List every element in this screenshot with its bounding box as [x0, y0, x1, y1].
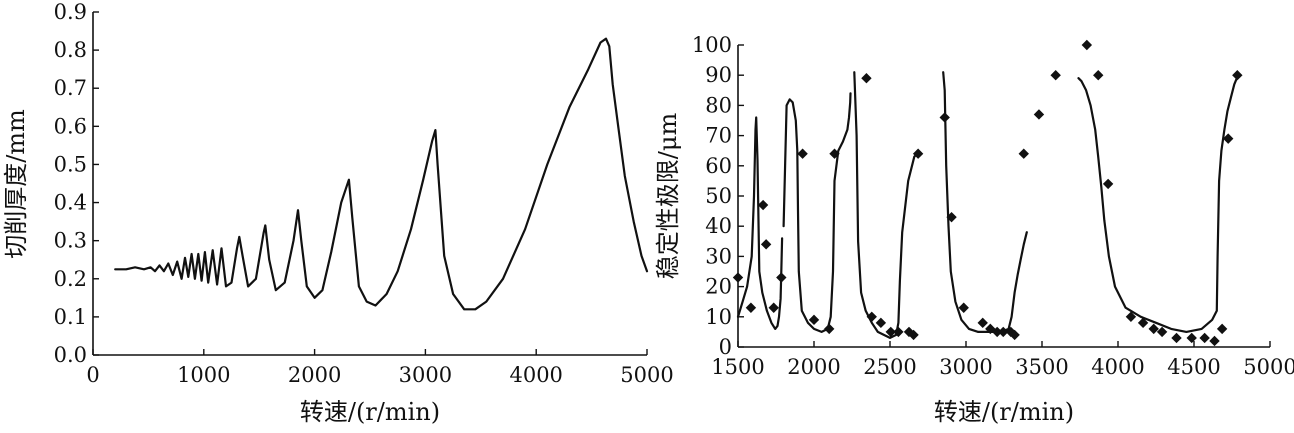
- chart1-y-tick-label: 0.7: [54, 76, 87, 100]
- chart2-y-tick-label: 100: [692, 33, 732, 57]
- chart2-y-tick-label: 0: [719, 335, 732, 359]
- chart2-x-tick-label: 3000: [939, 355, 992, 379]
- chart2-data-point: [893, 326, 904, 338]
- chart2-data-point: [1156, 326, 1168, 338]
- chart2-x-tick-label: 4500: [1167, 355, 1220, 379]
- chart2-y-tick-label: 40: [705, 214, 732, 238]
- chart2-data-point: [998, 326, 1009, 338]
- chart2-series-line-2: [782, 92, 852, 333]
- chart2-data-point: [824, 323, 835, 335]
- chart2-data-point: [991, 326, 1003, 338]
- chart2-data-point: [1033, 109, 1045, 120]
- chart2-data-point: [1009, 329, 1020, 341]
- chart1-x-tick-label: 3000: [399, 363, 452, 387]
- chart1-y-tick-label: 0.6: [54, 114, 87, 138]
- chart2-data-point: [1199, 332, 1210, 344]
- chart2-data-point: [1186, 332, 1197, 344]
- chart2-y-tick-label: 80: [705, 93, 732, 117]
- chart2-data-point: [885, 326, 896, 338]
- chart2-data-point: [808, 314, 820, 326]
- chart2-data-point: [946, 211, 957, 223]
- chart1-y-tick-label: 0.0: [54, 343, 87, 367]
- chart2-data-point: [875, 317, 887, 329]
- chart2-data-point: [1171, 332, 1182, 344]
- chart2-x-axis-label: 转速/(r/min): [934, 398, 1074, 426]
- chart2-data-point: [866, 311, 877, 322]
- chart2-data-point: [1081, 39, 1093, 51]
- chart2-data-point: [797, 148, 808, 159]
- chart2-y-tick-label: 50: [705, 184, 732, 208]
- chart1-y-tick-label: 0.8: [54, 38, 87, 62]
- chart1-y-tick-label: 0.9: [54, 0, 87, 24]
- chart2-data-point: [760, 239, 772, 250]
- chart2-x-tick-label: 3500: [1015, 355, 1068, 379]
- chart1-x-tick-label: 1000: [177, 363, 230, 387]
- chart2-x-tick-label: 1500: [711, 355, 764, 379]
- chart2-series-line-3: [853, 71, 919, 339]
- chart2-y-axis-label: 稳定性极限/μm: [654, 113, 682, 280]
- chart2-data-point: [1148, 323, 1159, 335]
- chart2-data-point: [861, 73, 872, 84]
- chart2-data-point: [768, 302, 779, 313]
- chart-left-thickness: 0.0 0.1 0.2 0.3 0.4 0.5 0.6 0.7 0.8 0.9 0 1000 2000 3…: [2, 0, 674, 426]
- chart2-x-tick-label: 2000: [787, 355, 840, 379]
- chart2-series-line-5: [1077, 74, 1240, 333]
- chart2-data-point: [1093, 70, 1104, 81]
- chart1-y-tick-label: 0.1: [54, 305, 87, 329]
- chart1-x-axis-label: 转速/(r/min): [300, 398, 440, 426]
- chart2-data-point: [745, 302, 757, 313]
- chart2-y-tick-label: 20: [705, 275, 732, 299]
- chart-right-stability: 0 10 20 30 40 50 60 70 80 90 100 1500 2000 2500 3000 35…: [654, 33, 1294, 426]
- chart2-y-tick-label: 90: [705, 63, 732, 87]
- chart1-y-axis-label: 切削厚度/mm: [2, 109, 30, 259]
- chart2-data-point: [732, 272, 744, 283]
- chart2-y-tick-label: 30: [705, 244, 732, 268]
- chart2-data-point: [776, 272, 787, 283]
- chart2-y-tick-label: 10: [705, 305, 732, 329]
- chart1-series-line-1: [114, 37, 649, 311]
- chart1-y-tick-label: 0.3: [54, 229, 87, 253]
- chart2-y-tick-label: 70: [705, 124, 732, 148]
- chart1-x-tick-label: 5000: [620, 363, 673, 387]
- chart2-data-point: [985, 323, 996, 335]
- chart2-data-point: [1209, 335, 1220, 347]
- chart2-y-tick-label: 60: [705, 154, 732, 178]
- chart2-data-point: [1216, 323, 1228, 335]
- chart2-data-point: [757, 199, 769, 211]
- chart2-data-point: [1102, 178, 1114, 190]
- chart2-data-point: [908, 329, 919, 341]
- chart2-data-point: [939, 112, 950, 123]
- chart2-x-tick-label: 4000: [1091, 355, 1144, 379]
- chart1-y-tick-label: 0.2: [54, 267, 87, 291]
- chart1-x-tick-label: 2000: [288, 363, 341, 387]
- chart2-data-point: [1232, 70, 1243, 81]
- chart2-data-point: [912, 148, 924, 159]
- chart2-data-point: [977, 317, 988, 329]
- chart2-x-tick-label: 5000: [1243, 355, 1294, 379]
- chart2-data-point: [1125, 311, 1137, 322]
- chart2-series-line-1: [736, 116, 784, 330]
- chart2-data-point: [1050, 70, 1061, 81]
- chart1-x-tick-label: 0: [86, 363, 99, 387]
- chart2-data-point: [1137, 317, 1149, 329]
- chart1-x-tick-label: 4000: [509, 363, 562, 387]
- chart2-series-line-4: [942, 71, 1028, 333]
- chart2-data-point: [958, 302, 969, 313]
- chart2-data-point: [1223, 133, 1234, 144]
- chart1-y-tick-label: 0.4: [54, 191, 87, 215]
- chart2-data-point: [1018, 148, 1029, 159]
- chart1-y-tick-label: 0.5: [54, 152, 87, 176]
- chart2-x-tick-label: 2500: [863, 355, 916, 379]
- chart2-data-point: [829, 148, 840, 159]
